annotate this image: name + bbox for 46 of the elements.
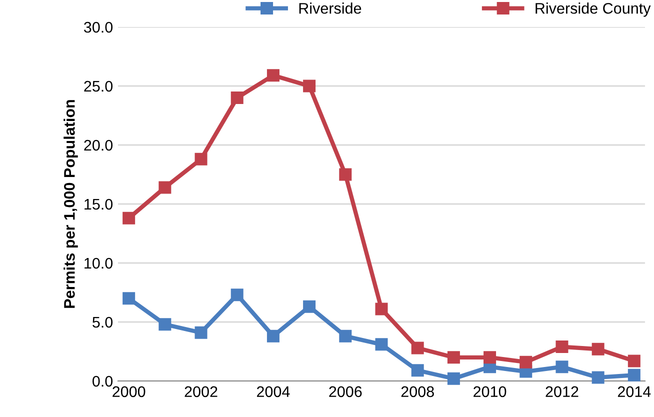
x-tick-label: 2000 [112,386,146,398]
legend-label: Riverside [299,2,362,14]
point [556,340,568,354]
point [556,360,568,374]
point [628,368,640,382]
point [303,80,316,92]
point [411,364,424,377]
point [484,351,496,364]
point [194,152,208,166]
point [592,371,604,384]
point [266,69,280,82]
point [411,342,424,354]
x-tick-label: 2008 [401,386,434,398]
point [375,302,388,316]
point [158,318,172,331]
point [628,354,640,368]
y-tick-label: 30.0 [84,22,113,33]
point [266,330,280,342]
point [122,212,136,224]
point [339,168,352,181]
y-tick-label: 15.0 [84,198,113,210]
x-tick-label: 2010 [474,386,506,398]
x-tick-label: 2014 [618,386,651,398]
point [230,288,244,302]
point [447,372,460,385]
y-axis-title: Permits per 1,000 Population [64,100,78,308]
x-tick-label: 2006 [329,386,362,398]
point [375,338,388,351]
point [303,300,316,313]
x-tick-label: 2002 [184,386,218,398]
legend-label: Riverside County [536,2,651,17]
y-tick-label: 25.0 [84,80,113,92]
y-tick-label: 0.0 [92,376,113,387]
point [158,181,172,194]
point [447,351,460,364]
point [230,92,244,104]
point [592,342,604,356]
x-tick-label: 2004 [256,386,290,398]
y-tick-label: 10.0 [84,258,113,269]
point [339,330,352,342]
y-tick-label: 20.0 [84,140,113,151]
point [122,292,136,305]
y-tick-label: 5.0 [92,316,113,328]
x-tick-label: 2012 [546,386,578,398]
point [520,356,532,368]
point [194,326,208,339]
